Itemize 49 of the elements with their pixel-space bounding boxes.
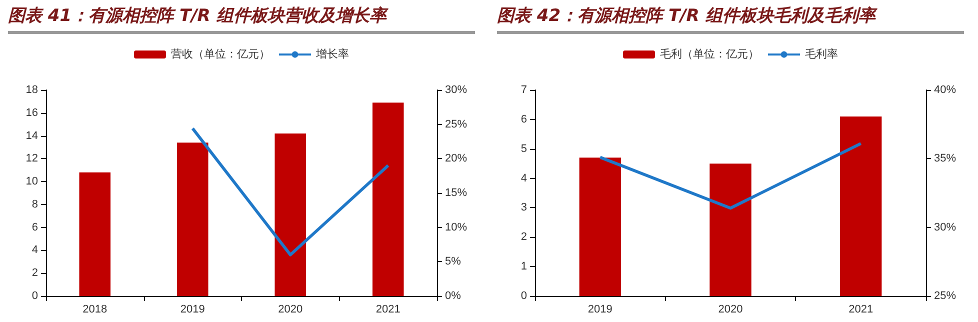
- y2-tick-label: 25%: [445, 118, 468, 130]
- y-tick-label: 10: [26, 176, 38, 188]
- legend-label: 毛利率: [805, 48, 838, 60]
- y-tick-label: 0: [520, 290, 527, 302]
- y2-tick-label: 35%: [934, 152, 956, 165]
- y-tick-label: 8: [32, 198, 38, 210]
- y-tick-label: 2: [32, 267, 38, 280]
- x-tick-label: 2019: [180, 304, 205, 316]
- y2-tick-label: 20%: [445, 152, 468, 165]
- y-tick-label: 12: [26, 152, 38, 165]
- chart-title: 图表 42：有源相控阵 T/R 组件板块毛利及毛利率: [497, 4, 964, 34]
- y-tick-label: 18: [26, 84, 38, 96]
- x-tick-label: 2021: [848, 304, 874, 316]
- y-tick-label: 14: [26, 130, 38, 142]
- y-tick-label: 4: [520, 172, 527, 184]
- bar: [79, 172, 111, 296]
- bar: [840, 116, 882, 296]
- y2-tick-label: 30%: [934, 221, 956, 234]
- y2-tick-label: 10%: [445, 221, 468, 234]
- y-tick-label: 6: [32, 221, 38, 234]
- bar: [710, 164, 752, 296]
- x-tick-label: 2018: [82, 304, 108, 316]
- bar: [176, 142, 208, 296]
- y-tick-label: 0: [32, 290, 38, 302]
- x-tick-label: 2020: [278, 304, 303, 316]
- bar: [579, 158, 622, 296]
- legend-label: 增长率: [315, 48, 349, 60]
- x-tick-label: 2021: [376, 304, 400, 316]
- y-tick-label: 3: [520, 202, 527, 214]
- chart-title: 图表 41：有源相控阵 T/R 组件板块营收及增长率: [8, 4, 475, 34]
- bar: [372, 102, 404, 296]
- y-tick-label: 7: [520, 84, 527, 96]
- legend-label: 毛利（单位：亿元）: [660, 48, 759, 60]
- y2-tick-label: 15%: [445, 187, 468, 199]
- y-tick-label: 2: [520, 231, 527, 244]
- y-tick-label: 4: [32, 244, 38, 256]
- y2-tick-label: 5%: [445, 256, 462, 268]
- y2-tick-label: 25%: [934, 290, 956, 302]
- y-tick-label: 1: [520, 260, 527, 273]
- y2-tick-label: 40%: [934, 84, 956, 96]
- y2-tick-label: 0%: [445, 290, 462, 302]
- x-tick-label: 2020: [718, 304, 743, 316]
- legend-label: 营收（单位：亿元）: [171, 48, 270, 60]
- bar: [274, 133, 306, 296]
- x-tick-label: 2019: [588, 304, 612, 316]
- y-tick-label: 5: [520, 142, 527, 155]
- y-tick-label: 6: [520, 113, 527, 126]
- y-tick-label: 16: [26, 106, 38, 119]
- y2-tick-label: 30%: [445, 84, 468, 96]
